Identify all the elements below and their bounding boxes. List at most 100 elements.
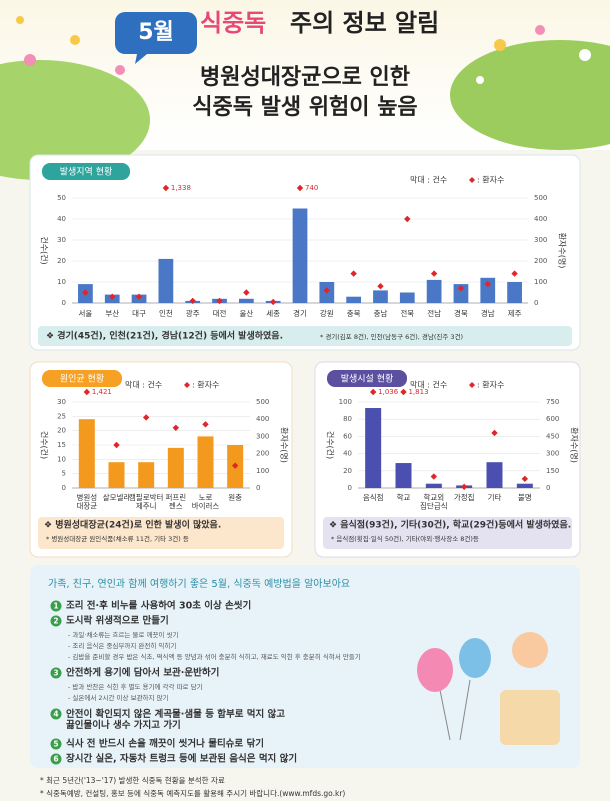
number-badge [50, 615, 62, 627]
item-text: 장시간 실온, 자동차 트렁크 등에 보관된 음식은 먹지 않기 [66, 753, 297, 765]
title: 주의 정보 알림 [290, 9, 439, 37]
marker [484, 280, 491, 288]
x-tick-label: 울산 [239, 308, 253, 318]
y2-tick-label: 500 [256, 398, 269, 406]
y-tick-label: 10 [57, 278, 66, 286]
bar [346, 296, 362, 303]
y2-tick-label: 0 [534, 299, 538, 307]
marker [369, 388, 377, 396]
item-number: 6 [53, 755, 58, 764]
item-number: 4 [53, 710, 58, 719]
legend-label: 막대 : 건수 [410, 380, 447, 390]
x-tick-label: 대전 [213, 308, 227, 318]
marker [162, 184, 170, 192]
x-tick-label: 경북 [454, 308, 468, 318]
bar [108, 462, 125, 488]
legend-marker [184, 382, 190, 388]
x-tick-label: 가정집 [454, 492, 475, 502]
balloons [417, 632, 560, 745]
badge: 5월 [138, 20, 174, 45]
x-tick-label: 살모넬라 [103, 493, 131, 502]
bar [78, 419, 95, 488]
bar [486, 462, 503, 488]
bar [167, 447, 184, 488]
x-tick-label: 서울 [79, 309, 93, 318]
subtitle: 식중독 발생 위험이 높음 [192, 94, 417, 120]
subtitle: 병원성대장균으로 인한 [200, 65, 410, 90]
marker [511, 270, 518, 277]
tab [42, 370, 122, 387]
x-tick-label: 불명 [518, 492, 532, 502]
marker [231, 462, 239, 469]
y2-tick-label: 450 [546, 432, 559, 440]
x-tick-label: 캠필로박터 제주니 [129, 492, 164, 511]
bar [158, 258, 174, 303]
y2-axis-label: 환자수(명) [558, 233, 568, 269]
x-tick-label: 경기 [293, 308, 307, 318]
y-tick-label: 40 [343, 450, 352, 458]
y2-tick-label: 150 [546, 467, 559, 475]
marker [243, 289, 250, 296]
marker [202, 421, 209, 428]
marker [296, 184, 304, 192]
x-tick-label: 충북 [347, 309, 361, 318]
x-tick-label: 전남 [427, 308, 441, 318]
marker [400, 388, 407, 396]
marker [460, 483, 468, 491]
y2-tick-label: 100 [534, 278, 547, 286]
x-tick-label: 강원 [320, 308, 334, 318]
number-badge [50, 600, 62, 612]
bar [197, 436, 214, 488]
chart-title: 발생지역 현황 [60, 167, 113, 178]
x-tick-label: 원충 [228, 493, 242, 502]
marker [404, 215, 411, 223]
item-sub: - 실온에서 2시간 이상 보관하지 않기 [68, 693, 169, 702]
hill [0, 60, 150, 180]
note: ❖ 병원성대장균(24건)로 인한 발생이 많았음. [44, 519, 221, 531]
tips-panel [30, 565, 580, 768]
subnote: * 병원성대장균 원인식품(채소류 11건, 기타 3건) 등 [46, 534, 189, 543]
x-tick-label: 대구 [132, 309, 146, 318]
legend-label: : 환자수 [477, 175, 504, 185]
x-tick-label: 광주 [186, 308, 200, 318]
subnote: * 음식점(횟집·일식 50건), 기타(야외·행사장소 8건)등 [331, 534, 479, 543]
y2-tick-label: 750 [546, 398, 559, 406]
bar [238, 298, 254, 303]
y2-tick-label: 100 [256, 467, 269, 475]
value-label: 1,421 [92, 388, 112, 396]
item-text: 안전하게 용기에 담아서 보관·운반하기 [66, 667, 219, 679]
item-number: 2 [53, 617, 58, 626]
bar [399, 292, 415, 303]
y2-tick-label: 600 [546, 415, 559, 423]
y-tick-label: 20 [57, 427, 66, 435]
tips-heading: 가족, 친구, 연인과 함께 여행하기 좋은 5월, 식중독 예방법을 알아보아… [48, 577, 350, 590]
legend-marker [469, 382, 475, 388]
bar [365, 408, 382, 488]
chart-title: 원인균 현황 [60, 374, 104, 385]
y-axis-label: 건수(건) [40, 236, 50, 264]
y-tick-label: 100 [339, 398, 352, 406]
tab [327, 370, 407, 387]
item-sub: - 밥과 반찬은 식힌 후 별도 용기에 각각 따로 담기 [68, 682, 203, 691]
x-tick-label: 전북 [400, 308, 414, 318]
marker [82, 289, 89, 296]
value-label: 1,036 [378, 388, 399, 396]
item-number: 1 [53, 602, 58, 611]
y2-tick-label: 300 [534, 236, 547, 244]
bar [373, 290, 388, 303]
legend-label: : 환자수 [477, 380, 504, 390]
legend-label: 막대 : 건수 [410, 175, 447, 185]
note: ❖ 음식점(93건), 기타(30건), 학교(29건)등에서 발생하였음. [329, 519, 571, 531]
marker [269, 298, 277, 306]
y2-tick-label: 200 [256, 450, 269, 458]
hill [450, 40, 610, 150]
y2-tick-label: 0 [256, 484, 260, 492]
marker [142, 414, 150, 421]
y2-axis-label: 환자수(명) [570, 427, 580, 463]
marker [83, 388, 91, 396]
y-axis-label: 건수(건) [40, 431, 50, 459]
y-tick-label: 30 [57, 398, 66, 406]
y2-tick-label: 300 [256, 432, 269, 440]
number-badge [50, 667, 62, 679]
